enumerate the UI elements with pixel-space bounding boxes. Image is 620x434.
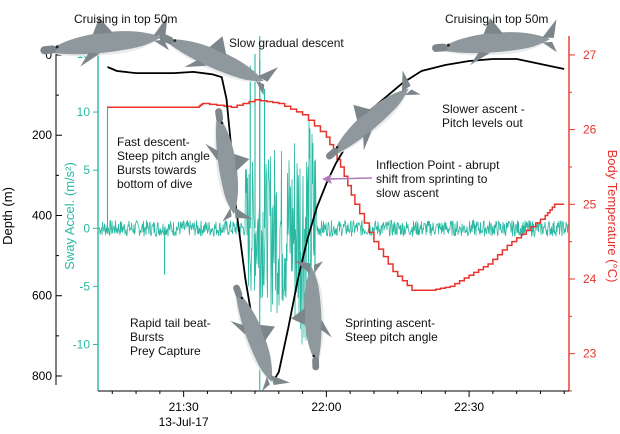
annotation-line: Rapid tail beat- <box>130 316 211 330</box>
annotation-line: Bursts <box>130 330 165 344</box>
body-temperature-line <box>107 98 565 291</box>
inflection-arrowhead <box>322 174 332 184</box>
annotation-line: Steep pitch angle <box>345 330 438 344</box>
sway-acceleration-trace <box>98 119 569 345</box>
temp-tick-label: 27 <box>583 48 597 62</box>
inflection-arrow <box>326 177 373 180</box>
temperature-layer <box>107 98 565 291</box>
annotation-sprinting-ascent: Sprinting ascent- Steep pitch angle <box>345 316 438 344</box>
annotation-line: Inflection Point - abrupt <box>376 158 500 172</box>
annotation-line: Pitch levels out <box>442 116 523 130</box>
annotation-line: slow ascent <box>376 186 439 200</box>
depth-tick-label: 0 <box>45 48 52 62</box>
depth-axis-title: Depth (m) <box>0 187 15 245</box>
annotation-inflection-point: Inflection Point - abrupt shift from spr… <box>376 158 499 200</box>
temp-tick-label: 25 <box>583 197 597 211</box>
annotation-line: bottom of dive <box>117 177 193 191</box>
temp-tick-label: 24 <box>583 272 597 286</box>
x-tick-label: 22:30 <box>454 400 484 414</box>
depth-line <box>107 58 565 381</box>
depth-tick-label: 800 <box>32 369 52 383</box>
accel-tick-label: 5 <box>83 163 90 177</box>
annotation-line: Sprinting ascent- <box>345 316 436 330</box>
x-date-label: 13-Jul-17 <box>159 415 209 429</box>
accel-tick-label: 10 <box>77 105 91 119</box>
x-tick-label: 22:00 <box>311 400 341 414</box>
accel-axis-title: Sway Accel. (m/s²) <box>62 162 77 270</box>
annotation-slow-descent: Slow gradual descent <box>229 36 344 50</box>
annotation-fast-descent: Fast descent- Steep pitch angle Bursts t… <box>117 135 210 191</box>
accel-tick-label: -10 <box>73 338 91 352</box>
shark-illustration-sprinting-ascent <box>289 259 333 372</box>
annotation-cruising-right: Cruising in top 50m <box>445 12 549 26</box>
annotation-line: Bursts towards <box>117 163 197 177</box>
accel-tick-label: 0 <box>83 221 90 235</box>
x-tick-label: 21:30 <box>169 400 199 414</box>
annotation-line: Slower ascent - <box>442 102 525 116</box>
annotation-cruising-left: Cruising in top 50m <box>74 12 178 26</box>
depth-layer <box>107 58 565 381</box>
shark-illustration-slower-ascent <box>311 66 426 172</box>
depth-tick-label: 400 <box>32 208 52 222</box>
temp-tick-label: 23 <box>583 347 597 361</box>
accel-tick-label: -5 <box>79 279 90 293</box>
depth-tick-label: 600 <box>32 289 52 303</box>
annotation-line: shift from sprinting to <box>376 172 488 186</box>
annotation-line: Fast descent- <box>117 135 190 149</box>
temp-tick-label: 26 <box>583 123 597 137</box>
annotation-line: Prey Capture <box>130 344 201 358</box>
depth-tick-label: 200 <box>32 128 52 142</box>
annotation-slower-ascent: Slower ascent - Pitch levels out <box>442 102 525 130</box>
temp-axis-title: Body Temperature (°C) <box>605 150 620 283</box>
annotation-prey-capture: Rapid tail beat- Bursts Prey Capture <box>130 316 211 358</box>
shark-illustration-slow-descent <box>152 12 281 102</box>
annotation-line: Steep pitch angle <box>117 149 210 163</box>
